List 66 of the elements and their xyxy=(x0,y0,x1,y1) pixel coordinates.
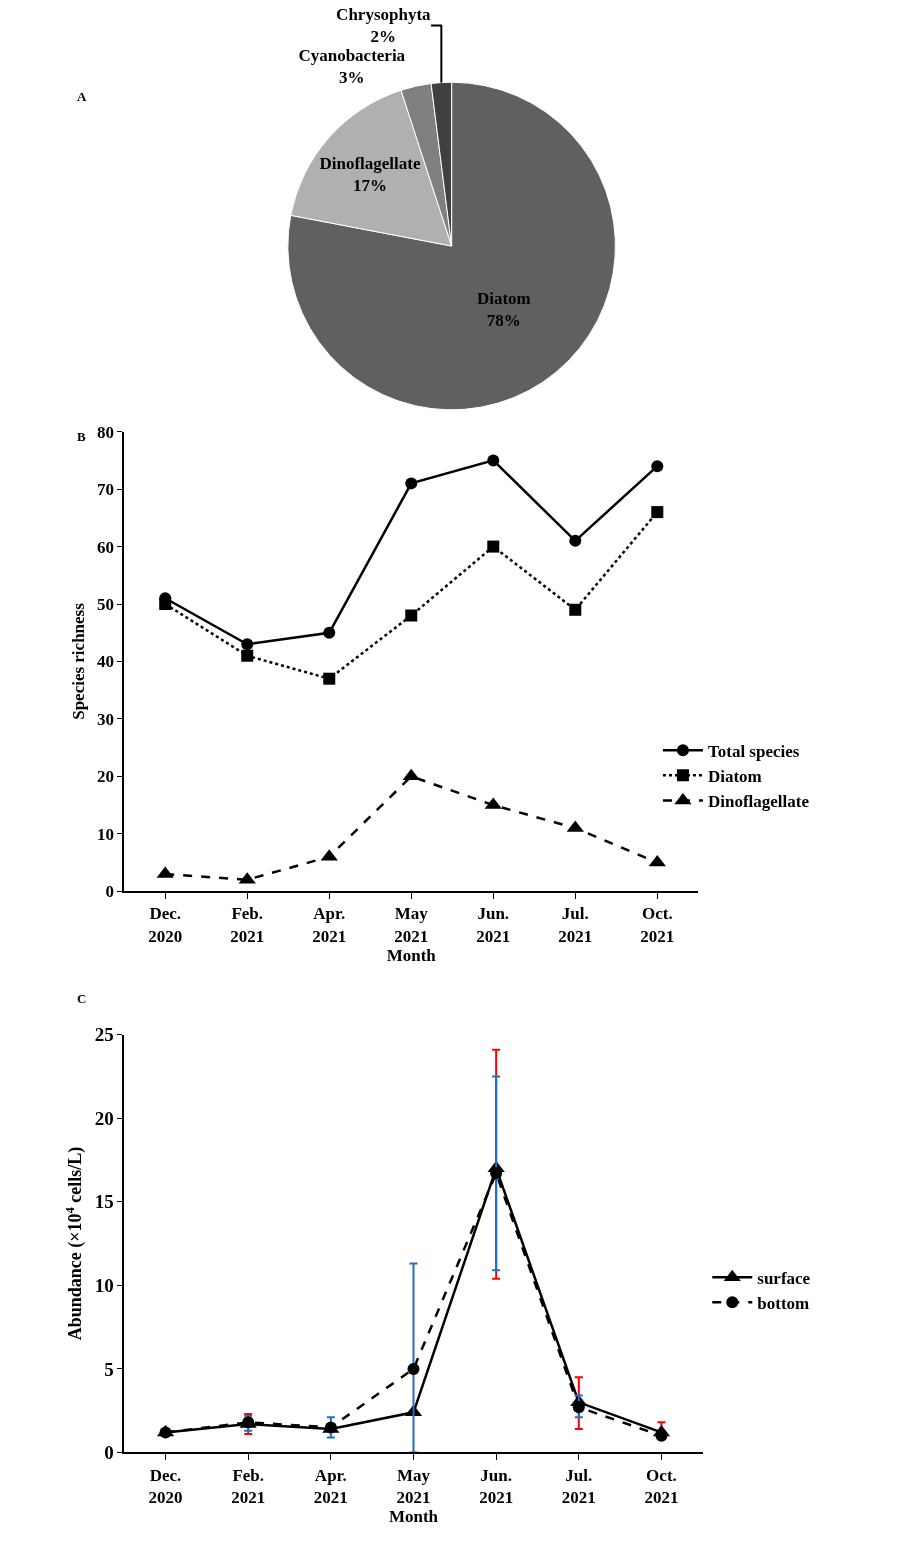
point xyxy=(487,454,500,467)
y-tick-label: 60 xyxy=(97,537,115,557)
legend-label: bottom xyxy=(757,1293,810,1313)
x-tick-label: Dec. 2020 xyxy=(148,1465,183,1507)
x-tick-label: Oct. 2021 xyxy=(640,904,675,946)
point xyxy=(405,609,418,622)
y-tick-label: 80 xyxy=(97,422,115,442)
point xyxy=(651,460,664,473)
y-axis-title: Species richness xyxy=(69,602,89,720)
point xyxy=(405,477,418,490)
point xyxy=(490,1167,503,1180)
x-tick-label: Dec. 2020 xyxy=(148,904,183,946)
legend-label: Dinoflagellate xyxy=(707,792,810,812)
y-tick-label: 5 xyxy=(104,1358,114,1380)
y-tick-label: 10 xyxy=(97,824,115,844)
data-label: 17% xyxy=(352,175,387,195)
point xyxy=(569,603,582,616)
point xyxy=(402,768,420,781)
y-tick-label: 20 xyxy=(97,767,115,787)
data-label: 3% xyxy=(339,68,365,88)
y-tick-label: 0 xyxy=(104,1442,114,1464)
x-axis-title: Month xyxy=(386,945,437,965)
text: B xyxy=(77,429,86,444)
slice-label: Dinoflagellate xyxy=(319,153,421,173)
x-tick-label: May 2021 xyxy=(394,904,429,946)
x-tick-label: Jun. 2021 xyxy=(476,904,511,946)
y-tick-label: 10 xyxy=(94,1274,114,1296)
y-tick-label: 50 xyxy=(97,594,115,614)
y-tick-label: 15 xyxy=(94,1191,114,1213)
slice-label: Diatom xyxy=(476,288,531,308)
data-label: 78% xyxy=(486,310,521,330)
point xyxy=(241,638,254,651)
y-tick-label: 30 xyxy=(97,709,115,729)
slice-label: Chrysophyta xyxy=(336,4,432,24)
point xyxy=(569,534,582,547)
x-tick-label: Apr. 2021 xyxy=(312,904,347,946)
point xyxy=(323,672,336,685)
x-tick-label: May 2021 xyxy=(396,1465,431,1507)
data-label: 2% xyxy=(370,27,397,47)
legend-label: Diatom xyxy=(707,766,762,786)
point xyxy=(487,540,500,553)
legend-label: Total species xyxy=(707,741,800,761)
point xyxy=(651,506,664,519)
pie-slice xyxy=(287,81,616,411)
y-tick-label: 0 xyxy=(105,882,115,902)
x-tick-label: Jul. 2021 xyxy=(558,904,593,946)
text: C xyxy=(77,991,87,1006)
x-tick-label: Jun. 2021 xyxy=(479,1465,514,1507)
x-tick-label: Feb. 2021 xyxy=(231,1465,266,1507)
point xyxy=(572,1401,585,1414)
y-tick-label: 70 xyxy=(97,480,115,500)
x-tick-label: Feb. 2021 xyxy=(230,904,265,946)
point xyxy=(159,598,172,611)
point xyxy=(407,1362,420,1375)
slice-label: Cyanobacteria xyxy=(298,46,406,66)
y-tick-label: 40 xyxy=(97,652,115,672)
x-tick-label: Oct. 2021 xyxy=(644,1465,679,1507)
point xyxy=(241,649,254,662)
y-tick-label: 25 xyxy=(94,1024,114,1046)
x-tick-label: Apr. 2021 xyxy=(313,1465,348,1507)
legend-label: surface xyxy=(757,1268,811,1288)
text: A xyxy=(77,89,87,104)
y-tick-label: 20 xyxy=(94,1107,114,1129)
point xyxy=(323,626,336,639)
x-tick-label: Jul. 2021 xyxy=(561,1465,596,1507)
x-axis-title: Month xyxy=(388,1506,439,1526)
